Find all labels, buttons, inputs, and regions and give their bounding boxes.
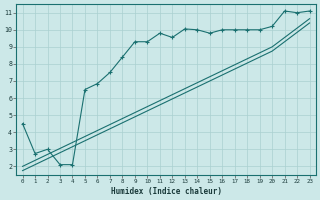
X-axis label: Humidex (Indice chaleur): Humidex (Indice chaleur) [111, 187, 221, 196]
